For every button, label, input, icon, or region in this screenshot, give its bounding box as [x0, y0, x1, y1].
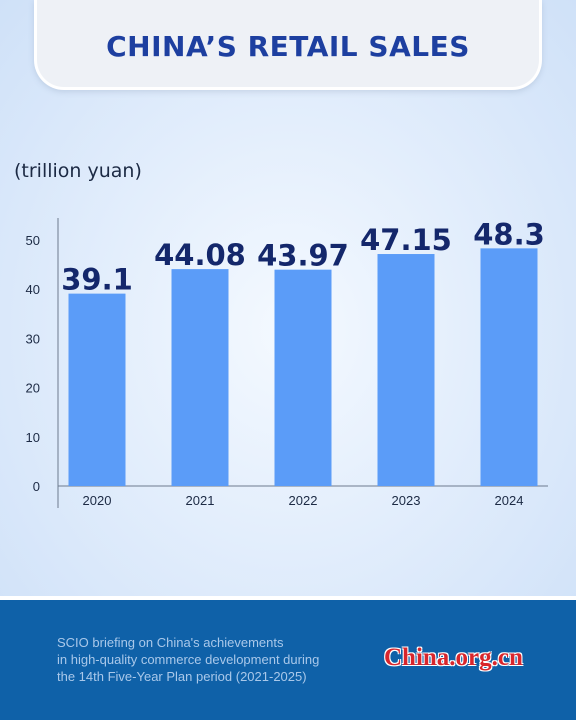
page-title: CHINA’S RETAIL SALES [106, 30, 470, 63]
bar [68, 293, 126, 486]
value-label: 44.08 [154, 238, 246, 272]
title-card: CHINA’S RETAIL SALES [34, 0, 542, 90]
bar [171, 269, 229, 486]
y-tick-label: 10 [26, 430, 40, 445]
bar-chart: 0 10 20 30 40 50 39.1 2020 44.08 2021 43.97 2022 47.… [26, 217, 548, 508]
bar [480, 248, 538, 486]
china-org-cn-logo: China.org.cn [384, 644, 523, 671]
value-label: 47.15 [360, 223, 452, 257]
y-tick-label: 30 [26, 331, 40, 346]
y-tick-label: 40 [26, 282, 40, 297]
x-tick-label: 2021 [186, 493, 215, 508]
footer: SCIO briefing on China's achievements in… [0, 596, 576, 720]
y-tick-label: 0 [33, 479, 40, 494]
footer-line-1: SCIO briefing on China's achievements [57, 635, 284, 650]
bar [377, 254, 435, 486]
y-tick-label: 50 [26, 233, 40, 248]
footer-caption: SCIO briefing on China's achievements in… [57, 634, 367, 685]
value-label: 43.97 [257, 239, 349, 273]
bar [274, 269, 332, 486]
x-tick-label: 2024 [495, 493, 524, 508]
y-tick-label: 20 [26, 381, 40, 396]
footer-line-3: the 14th Five-Year Plan period (2021-202… [57, 669, 307, 684]
footer-line-2: in high-quality commerce development dur… [57, 652, 320, 667]
x-tick-label: 2022 [289, 493, 318, 508]
value-label: 39.1 [61, 263, 133, 297]
x-tick-label: 2023 [392, 493, 421, 508]
value-label: 48.3 [473, 217, 545, 251]
x-tick-label: 2020 [83, 493, 112, 508]
unit-label: (trillion yuan) [14, 160, 142, 182]
